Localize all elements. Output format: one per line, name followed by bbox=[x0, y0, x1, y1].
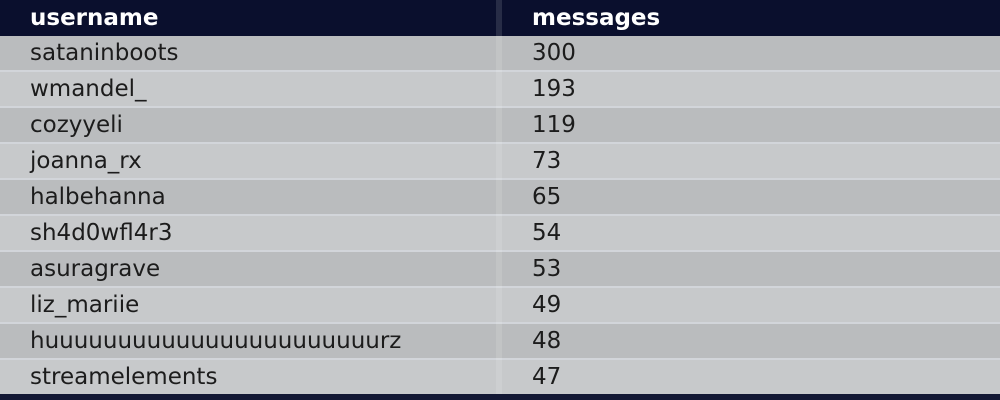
messages-cell: 48 bbox=[532, 328, 562, 354]
messages-cell: 47 bbox=[532, 364, 562, 390]
username-cell: asuragrave bbox=[30, 256, 161, 282]
table-row: halbehanna 65 bbox=[0, 178, 1000, 214]
username-cell: joanna_rx bbox=[30, 148, 142, 174]
table-body: sataninboots 300 wmandel_ 193 cozyyeli 1… bbox=[0, 36, 1000, 394]
table-row: cozyyeli 119 bbox=[0, 106, 1000, 142]
messages-cell: 119 bbox=[532, 112, 576, 138]
messages-cell: 54 bbox=[532, 220, 562, 246]
username-cell: liz_mariie bbox=[30, 292, 140, 318]
header-cell-username: username bbox=[30, 5, 159, 31]
username-cell: sh4d0wfl4r3 bbox=[30, 220, 173, 246]
messages-cell: 49 bbox=[532, 292, 562, 318]
header-cell-messages: messages bbox=[532, 5, 661, 31]
table-row: huuuuuuuuuuuuuuuuuuuuuuurz 48 bbox=[0, 322, 1000, 358]
table-row: sh4d0wfl4r3 54 bbox=[0, 214, 1000, 250]
messages-cell: 300 bbox=[532, 40, 576, 66]
username-cell: cozyyeli bbox=[30, 112, 123, 138]
table-row: joanna_rx 73 bbox=[0, 142, 1000, 178]
messages-cell: 53 bbox=[532, 256, 562, 282]
table-row: wmandel_ 193 bbox=[0, 70, 1000, 106]
table-row: streamelements 47 bbox=[0, 358, 1000, 394]
messages-cell: 73 bbox=[532, 148, 562, 174]
username-cell: sataninboots bbox=[30, 40, 179, 66]
username-cell: huuuuuuuuuuuuuuuuuuuuuuurz bbox=[30, 328, 402, 354]
table-row: sataninboots 300 bbox=[0, 36, 1000, 70]
messages-cell: 65 bbox=[532, 184, 562, 210]
messages-cell: 193 bbox=[532, 76, 576, 102]
username-cell: halbehanna bbox=[30, 184, 166, 210]
table-header-row: username messages bbox=[0, 0, 1000, 36]
table-row: asuragrave 53 bbox=[0, 250, 1000, 286]
table-row: liz_mariie 49 bbox=[0, 286, 1000, 322]
username-cell: streamelements bbox=[30, 364, 218, 390]
username-cell: wmandel_ bbox=[30, 76, 147, 102]
